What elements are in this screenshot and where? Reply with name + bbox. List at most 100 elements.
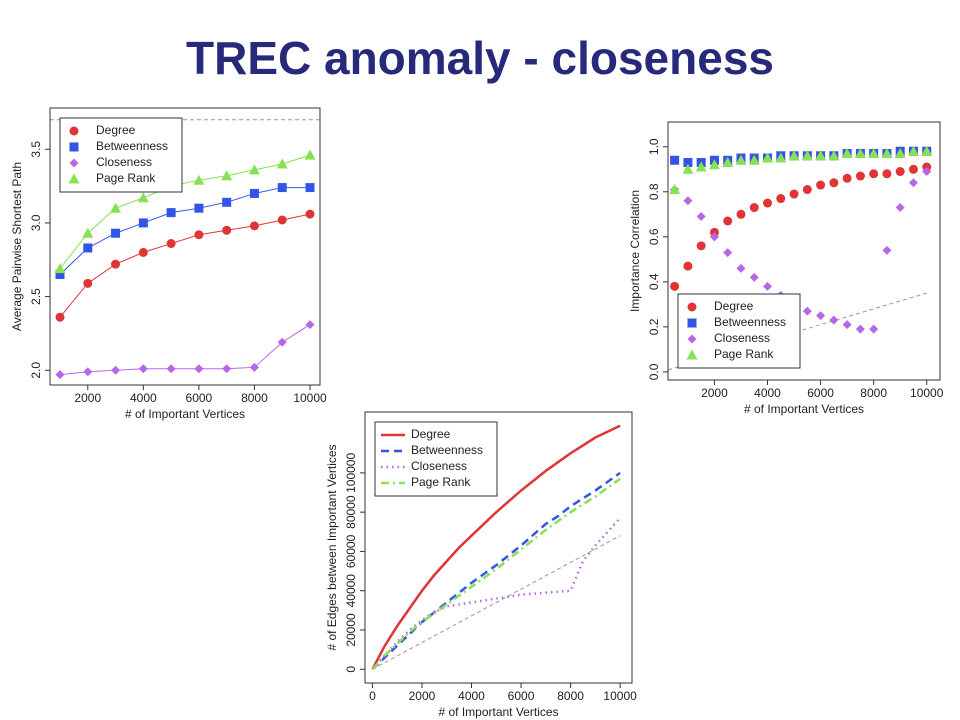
legend-label: Page Rank [411,475,471,489]
marker [723,248,733,258]
marker [828,150,840,161]
x-tick-label: 0 [369,689,376,703]
x-tick-label: 8000 [860,386,887,400]
marker [842,320,852,330]
marker [736,263,746,273]
x-tick-label: 4000 [754,386,781,400]
marker [762,152,774,163]
marker [138,247,148,257]
legend-marker [687,334,697,344]
marker [816,180,826,190]
marker [222,364,232,374]
x-axis-label: # of Important Vertices [438,705,558,719]
x-tick-label: 2000 [74,391,101,405]
marker [682,163,694,174]
series-line [371,424,621,670]
marker [221,170,233,181]
x-tick-label: 6000 [807,386,834,400]
plot-area [50,119,320,376]
marker [166,208,176,218]
marker [922,162,932,172]
series-line [371,517,622,671]
series-line [59,213,311,318]
marker [895,167,905,177]
series-line [371,477,621,671]
y-tick-label: 0.8 [647,183,661,200]
slide-title: TREC anomaly - closeness [186,32,774,84]
plot-frame [49,107,321,386]
legend-label: Page Rank [714,347,774,361]
marker [868,148,880,159]
marker [921,145,933,156]
legend-label: Betweenness [714,315,786,329]
marker [222,225,232,235]
y-axis-label: Importance Correlation [628,190,642,312]
x-tick-label: 6000 [186,391,213,405]
reference-line [372,535,621,670]
marker [83,367,93,377]
marker [908,164,918,174]
marker [802,306,812,316]
marker [683,261,693,271]
marker [54,263,66,274]
marker [842,173,852,183]
series-line [59,187,310,275]
marker [670,281,680,291]
series-line [59,154,311,269]
legend-marker [69,142,79,152]
legend-frame [677,293,801,369]
y-tick-label: 2.5 [29,288,43,305]
legend-label: Degree [411,427,451,441]
y-tick-label: 0.2 [647,318,661,335]
marker [683,158,693,168]
marker [277,183,287,193]
marker [722,157,734,168]
legend-label: Betweenness [96,139,168,153]
marker [222,197,232,207]
marker [683,196,693,206]
legend-label: Closeness [714,331,770,345]
marker [696,241,706,251]
marker [802,185,812,195]
marker [708,159,720,170]
y-axis-label: # of Edges between Important Vertices [325,444,339,650]
marker [829,178,839,188]
marker [166,364,176,374]
series-line [59,324,311,376]
marker [83,243,93,253]
marker [789,189,799,199]
marker [695,161,707,172]
marker [709,232,719,242]
y-tick-label: 100000 [344,453,358,493]
x-tick-label: 8000 [241,391,268,405]
marker [735,154,747,165]
legend-label: Betweenness [411,443,483,457]
marker [749,272,759,282]
marker [869,169,879,179]
y-axis-label: Average Pairwise Shortest Path [10,162,24,331]
marker [723,216,733,226]
plot-area [371,424,622,671]
y-tick-label: 0.0 [647,363,661,380]
legend-marker [68,173,80,184]
legend-marker [69,126,79,136]
marker [276,158,288,169]
legend-marker [687,318,697,328]
marker [855,324,865,334]
marker [894,148,906,159]
marker [749,203,759,213]
marker [829,315,839,325]
marker [895,203,905,213]
legend-marker [69,158,79,168]
x-tick-label: 10000 [603,689,637,703]
y-tick-label: 3.5 [29,141,43,158]
marker [55,269,65,279]
x-tick-label: 10000 [293,391,327,405]
y-tick-label: 0.4 [647,273,661,290]
marker [907,145,919,156]
y-tick-label: 40000 [344,574,358,608]
marker [748,154,760,165]
marker [249,362,259,372]
x-tick-label: 2000 [409,689,436,703]
marker [194,364,204,374]
